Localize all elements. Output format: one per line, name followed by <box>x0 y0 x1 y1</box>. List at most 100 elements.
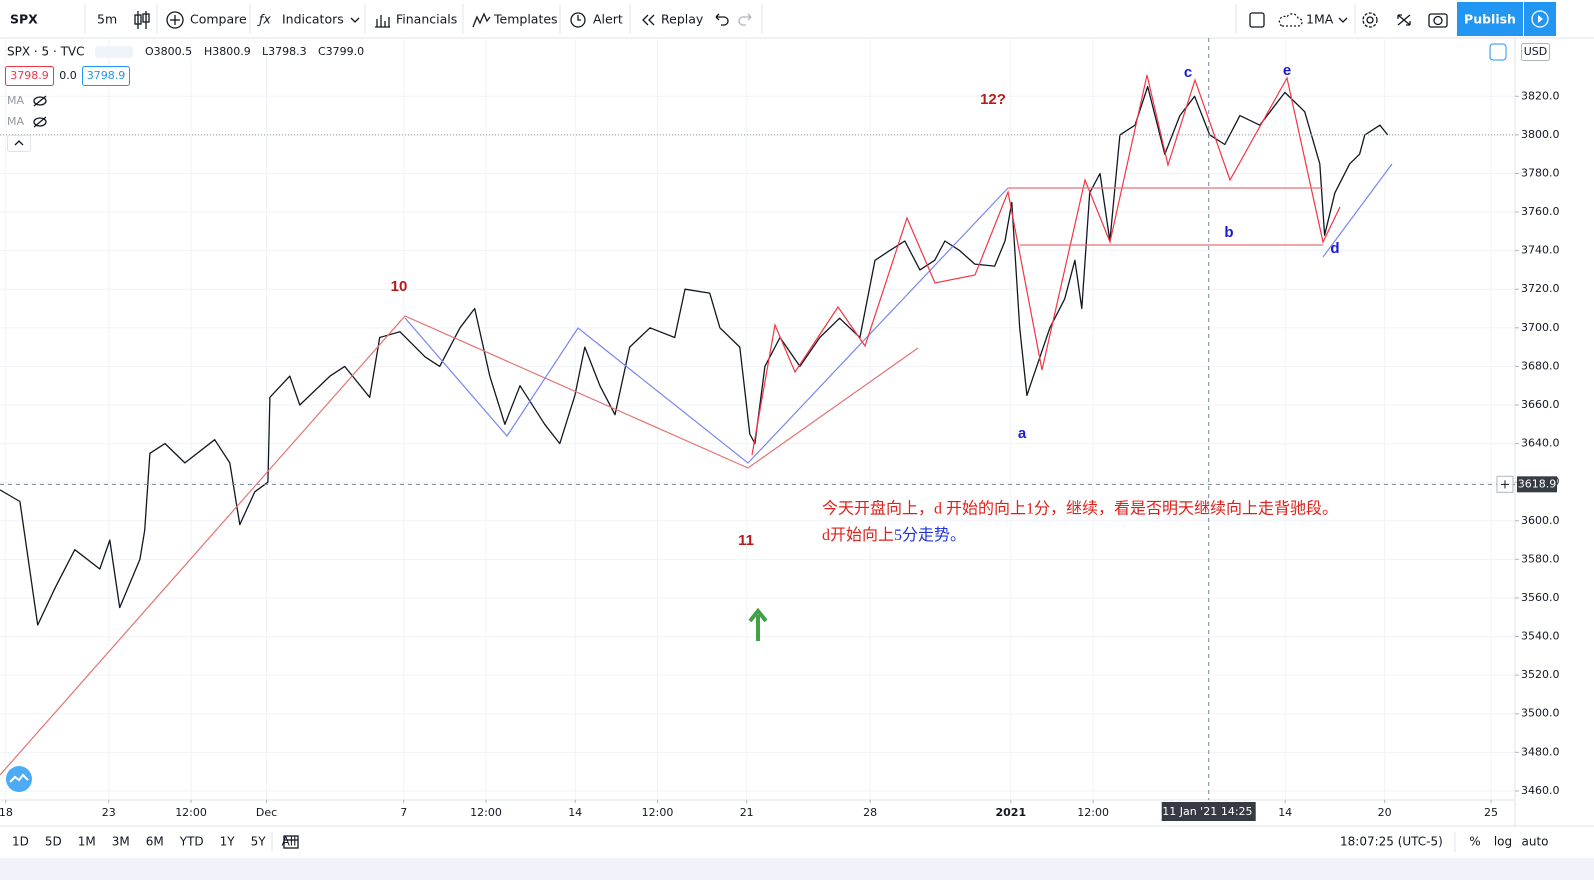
ohlc: H3800.9 <box>204 45 251 58</box>
ohlc: C3799.0 <box>318 45 364 58</box>
range-button[interactable]: All <box>282 835 297 849</box>
y-tick-label: 3660.0 <box>1521 398 1560 411</box>
y-tick-label: 3760.0 <box>1521 205 1560 218</box>
hidden-eye[interactable] <box>33 116 47 128</box>
y-tick-label: 3460.0 <box>1521 784 1560 797</box>
crosshair-time-box <box>1161 802 1256 821</box>
fullscreen-icon[interactable] <box>1397 14 1411 26</box>
calendar-icon[interactable] <box>283 835 299 849</box>
wave-label: c <box>1184 64 1192 81</box>
x-tick-label: 20 <box>1378 806 1392 819</box>
scale-percent[interactable]: % <box>1469 835 1480 849</box>
bid[interactable]: 3798.9 <box>10 69 49 82</box>
y-tick-label: 3480.0 <box>1521 745 1560 758</box>
wave-line <box>751 74 1341 456</box>
scale-log[interactable]: log <box>1494 835 1512 849</box>
scale-auto[interactable]: auto <box>1521 835 1548 849</box>
toolbar-button[interactable]: Alert <box>593 12 623 27</box>
range-bar: 1D 5D 1M 3M 6M YTD 1Y 5Y All <box>12 835 296 849</box>
toolbar-button[interactable]: Indicators <box>282 12 344 27</box>
x-tick-label: 14 <box>568 806 582 819</box>
logo-mark <box>9 773 29 783</box>
range-button[interactable]: 1M <box>78 835 96 849</box>
y-tick-label: 3560.0 <box>1521 591 1560 604</box>
financials-icon[interactable] <box>375 15 390 28</box>
up-arrow <box>748 607 768 641</box>
drawings <box>0 74 1393 776</box>
y-tick-label: 3580.0 <box>1521 552 1560 565</box>
chevron[interactable] <box>350 17 360 23</box>
undo[interactable] <box>715 13 729 26</box>
redo[interactable] <box>738 13 752 26</box>
cloud-icon[interactable] <box>1278 13 1303 27</box>
footer <box>0 858 1594 880</box>
chevron-up <box>14 140 24 146</box>
toolbar-button[interactable]: Replay <box>661 12 704 27</box>
auto-fit[interactable] <box>1489 43 1507 61</box>
price-line <box>0 85 1389 626</box>
alert-icon[interactable] <box>570 12 586 28</box>
x-tick-label: Dec <box>256 806 277 819</box>
snapshot-icon[interactable] <box>1428 13 1448 28</box>
x-tick-label: 21 <box>740 806 754 819</box>
chevron[interactable] <box>1338 17 1348 23</box>
range-button[interactable]: 5D <box>45 835 62 849</box>
legend-icons[interactable] <box>95 46 133 58</box>
hidden-eye[interactable] <box>33 95 47 107</box>
ask-box[interactable] <box>82 66 130 86</box>
range-button[interactable]: 1Y <box>220 835 236 849</box>
play-triangle <box>1538 15 1543 23</box>
bid-box[interactable] <box>5 66 54 86</box>
crosshair-price: 3618.9 <box>1518 477 1557 490</box>
candle-icon[interactable] <box>134 11 150 29</box>
layout-icon[interactable] <box>1249 12 1265 28</box>
x-tick-label: 12:00 <box>470 806 502 819</box>
wave-label: a <box>1018 425 1027 442</box>
y-tick-label: 3600.0 <box>1521 514 1560 527</box>
range-button[interactable]: 5Y <box>251 835 267 849</box>
ohlc: O3800.5 <box>145 45 192 58</box>
toolbar-button[interactable]: Financials <box>396 12 457 27</box>
y-tick-label: 3520.0 <box>1521 668 1560 681</box>
trend-line <box>404 187 1009 464</box>
toolbar-button[interactable]: Compare <box>190 12 247 27</box>
ask[interactable]: 3798.9 <box>87 69 126 82</box>
legend-title: SPX · 5 · TVC <box>7 45 85 59</box>
interval[interactable]: 5m <box>97 12 117 27</box>
wave-label: 10 <box>391 278 408 295</box>
range-button[interactable]: YTD <box>179 835 204 849</box>
settings-icon[interactable] <box>1362 12 1378 28</box>
y-tick-label: 3540.0 <box>1521 630 1560 643</box>
range-button[interactable]: 3M <box>112 835 130 849</box>
replay-icon[interactable] <box>642 14 655 26</box>
note-text: 今天开盘向上，d 开始的向上1分，继续，看是否明天继续向上走背驰段。 <box>822 499 1338 518</box>
toolbar-button[interactable]: Templates <box>493 12 558 27</box>
play-icon[interactable] <box>1531 10 1549 28</box>
range-button[interactable]: 1D <box>12 835 29 849</box>
clock: 18:07:25 (UTC-5) <box>1340 835 1443 849</box>
publish-label[interactable]: Publish <box>1464 12 1516 27</box>
wave-label: 12? <box>980 91 1006 108</box>
plus-icon <box>1501 480 1509 489</box>
range-button[interactable]: 6M <box>146 835 164 849</box>
publish-button[interactable] <box>1457 2 1523 36</box>
x-tick-label: 12:00 <box>1077 806 1109 819</box>
collapse-button[interactable] <box>7 135 31 152</box>
layout-name[interactable]: 1MA <box>1306 12 1334 27</box>
fx-icon[interactable]: ƒx <box>257 12 271 27</box>
y-tick-label: 3700.0 <box>1521 321 1560 334</box>
currency-box[interactable] <box>1521 43 1550 61</box>
currency[interactable]: USD <box>1524 45 1548 58</box>
grid <box>0 38 1515 800</box>
ohlc: L3798.3 <box>262 45 307 58</box>
templates-icon[interactable] <box>472 12 491 28</box>
symbol[interactable]: SPX <box>10 12 38 27</box>
y-tick-label: 3640.0 <box>1521 437 1560 450</box>
compare-icon[interactable] <box>166 11 184 29</box>
y-tick-label: 3800.0 <box>1521 128 1560 141</box>
trend-line <box>0 315 919 776</box>
crosshair-time: 14:25 <box>1221 805 1253 818</box>
y-tick-label: 3820.0 <box>1521 89 1560 102</box>
